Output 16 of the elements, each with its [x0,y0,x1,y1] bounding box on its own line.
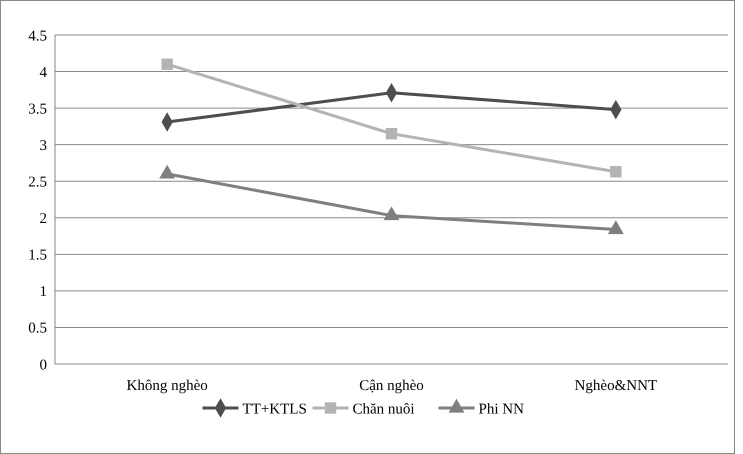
y-tick-label: 4.5 [28,28,47,44]
legend-label: Phi NN [478,401,524,418]
y-tick-label: 0 [40,357,47,374]
x-tick-label: Nghèo&NNT [574,378,658,394]
y-tick-label: 1 [40,284,47,300]
y-tick-label: 3 [40,138,47,154]
legend-label: TT+KTLS [242,401,307,418]
y-tick-label: 2.5 [28,174,47,190]
y-tick-label: 2 [40,211,47,228]
x-tick-label: Không nghèo [126,378,208,394]
y-tick-label: 1.5 [28,248,47,264]
x-tick-label: Cận nghèo [359,378,424,394]
y-tick-label: 0.5 [28,320,47,337]
y-tick-label: 4 [40,64,48,81]
y-tick-label: 3.5 [28,101,47,118]
legend-label: Chăn nuôi [352,401,415,418]
